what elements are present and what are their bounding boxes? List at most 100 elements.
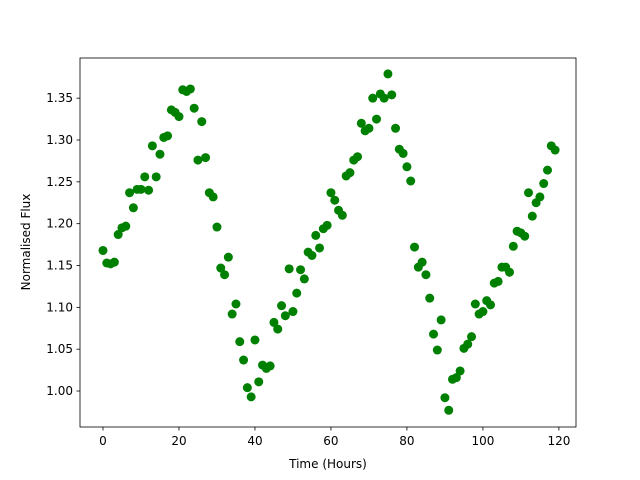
point xyxy=(372,114,382,124)
y-tick-label: 1.00 xyxy=(46,384,73,398)
point xyxy=(189,103,199,113)
point xyxy=(543,165,553,175)
point xyxy=(311,230,321,240)
point xyxy=(493,276,503,286)
point xyxy=(307,250,317,260)
point xyxy=(223,252,233,262)
point xyxy=(444,405,454,415)
point xyxy=(288,307,298,317)
point xyxy=(527,211,537,221)
point xyxy=(356,118,366,128)
point xyxy=(144,185,154,195)
point xyxy=(269,317,279,327)
point xyxy=(208,192,218,202)
point xyxy=(227,309,237,319)
point xyxy=(337,210,347,220)
point xyxy=(486,300,496,310)
point xyxy=(292,288,302,298)
point xyxy=(470,299,480,309)
x-tick-label: 60 xyxy=(323,434,338,448)
point xyxy=(455,366,465,376)
point xyxy=(322,220,332,230)
point xyxy=(402,162,412,172)
point xyxy=(299,274,309,284)
point xyxy=(417,257,427,267)
point xyxy=(231,299,241,309)
point xyxy=(212,222,222,232)
point xyxy=(296,265,306,275)
x-tick-label: 40 xyxy=(247,434,262,448)
point xyxy=(277,301,287,311)
point xyxy=(185,84,195,94)
point xyxy=(254,377,264,387)
x-axis-label: Time (Hours) xyxy=(288,457,367,471)
point xyxy=(155,149,165,159)
point xyxy=(421,270,431,280)
x-tick-label: 120 xyxy=(547,434,570,448)
point xyxy=(136,184,146,194)
point xyxy=(113,230,123,240)
y-tick-label: 1.20 xyxy=(46,217,73,231)
point xyxy=(440,393,450,403)
x-tick-label: 0 xyxy=(99,434,107,448)
point xyxy=(505,267,515,277)
point xyxy=(98,245,108,255)
x-tick-label: 20 xyxy=(171,434,186,448)
point xyxy=(353,152,363,162)
point xyxy=(273,324,283,334)
point xyxy=(379,93,389,103)
point xyxy=(410,242,420,252)
point xyxy=(383,69,393,79)
point xyxy=(109,257,119,267)
point xyxy=(387,90,397,100)
point xyxy=(524,188,534,198)
point xyxy=(197,117,207,127)
point xyxy=(550,145,560,155)
point xyxy=(432,345,442,355)
y-tick-label: 1.05 xyxy=(46,342,73,356)
point xyxy=(163,131,173,141)
point xyxy=(147,141,157,151)
point xyxy=(330,195,340,205)
point xyxy=(174,112,184,122)
point xyxy=(128,203,138,213)
x-tick-label: 100 xyxy=(471,434,494,448)
point xyxy=(406,176,416,186)
point xyxy=(125,188,135,198)
y-tick-label: 1.10 xyxy=(46,300,73,314)
point xyxy=(478,307,488,317)
y-tick-label: 1.30 xyxy=(46,133,73,147)
point xyxy=(520,231,530,241)
point xyxy=(364,123,374,133)
point xyxy=(140,172,150,182)
y-tick-label: 1.15 xyxy=(46,259,73,273)
point xyxy=(239,355,249,365)
y-tick-label: 1.35 xyxy=(46,91,73,105)
point xyxy=(250,335,260,345)
point xyxy=(463,339,473,349)
point xyxy=(242,383,252,393)
point xyxy=(398,148,408,158)
y-tick-label: 1.25 xyxy=(46,175,73,189)
point xyxy=(216,263,226,273)
point xyxy=(539,179,549,189)
point xyxy=(280,311,290,321)
point xyxy=(436,315,446,325)
point xyxy=(151,172,161,182)
point xyxy=(246,392,256,402)
point xyxy=(345,168,355,178)
point xyxy=(467,332,477,342)
point xyxy=(429,329,439,339)
axes-frame xyxy=(79,57,577,428)
point xyxy=(193,155,203,165)
point xyxy=(508,241,518,251)
point xyxy=(220,270,230,280)
y-axis-label: Normalised Flux xyxy=(19,194,33,291)
point xyxy=(425,293,435,303)
point xyxy=(326,188,336,198)
point xyxy=(451,373,461,383)
x-tick-label: 80 xyxy=(399,434,414,448)
point xyxy=(535,192,545,202)
